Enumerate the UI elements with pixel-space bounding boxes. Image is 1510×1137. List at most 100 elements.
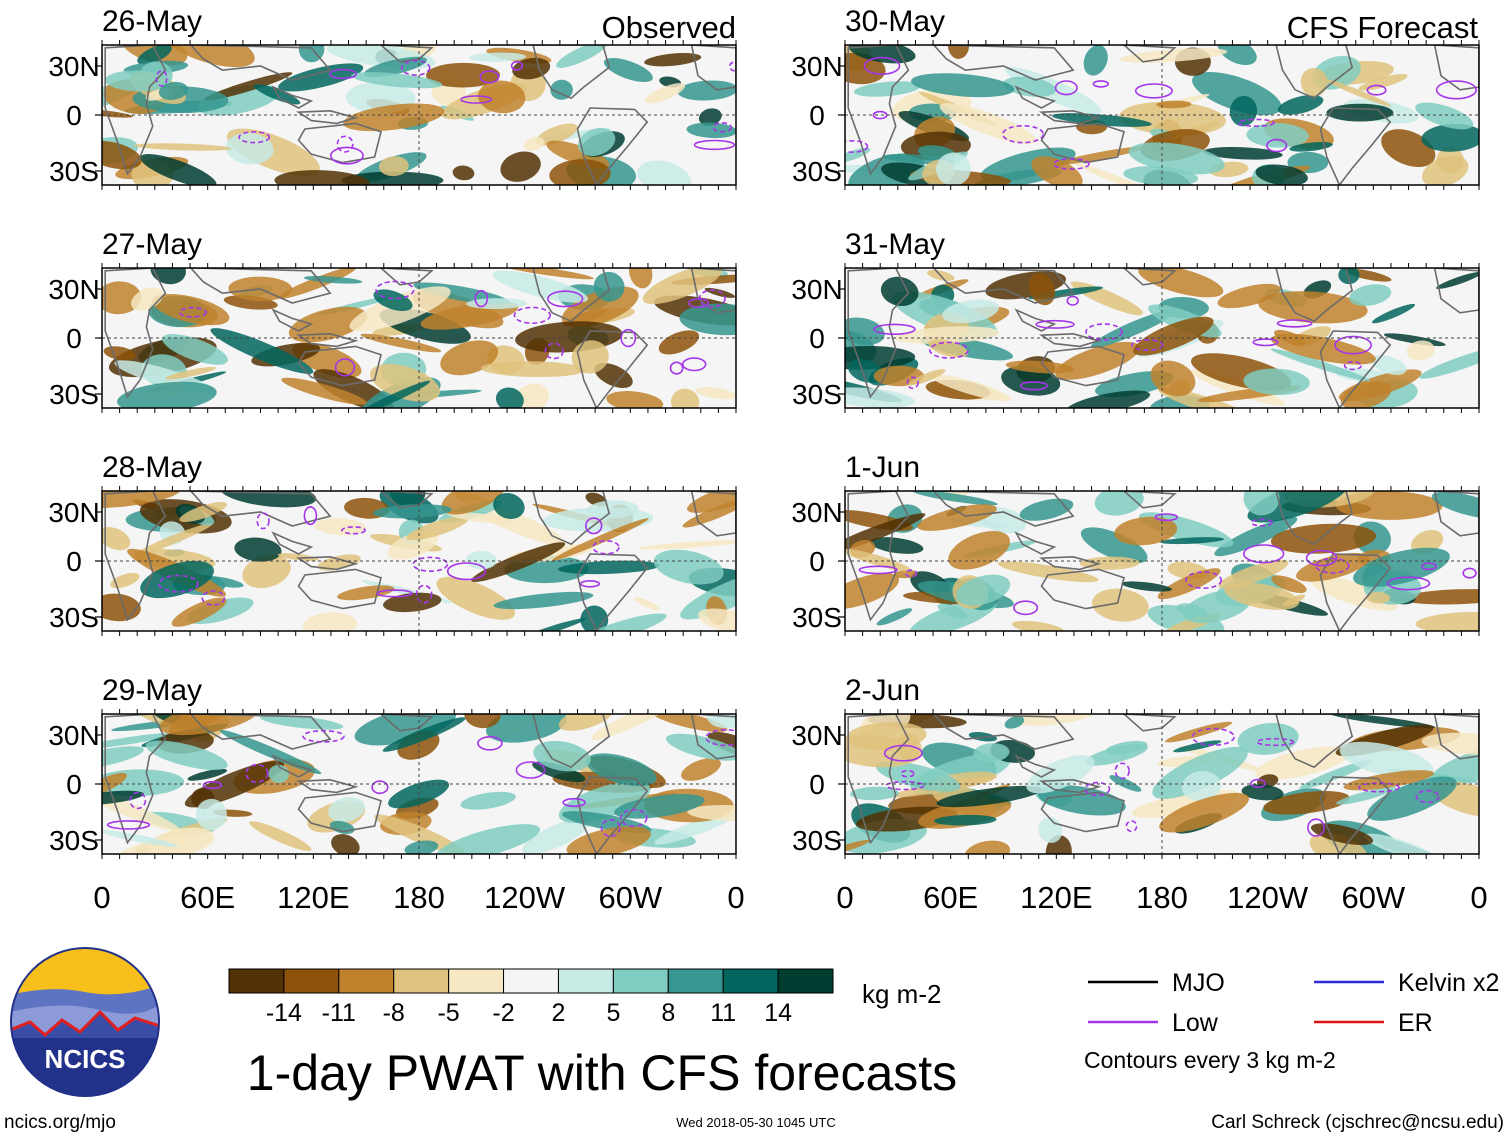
anomaly-blob — [105, 70, 171, 92]
low-contour — [477, 735, 503, 751]
anomaly-blob — [577, 127, 616, 157]
colorbar-level: -5 — [437, 999, 459, 1027]
colorbar-swatch — [338, 968, 395, 994]
anomaly-blob — [354, 714, 457, 746]
anomaly-blob — [1371, 355, 1407, 375]
logo-text: NCICS — [45, 1044, 126, 1074]
anomaly-blob — [556, 45, 608, 68]
anomaly-blob — [1138, 268, 1224, 298]
y-tick-label: 30N — [791, 274, 842, 305]
anomaly-blob — [679, 303, 736, 336]
anomaly-blob — [687, 805, 736, 821]
anomaly-blob — [102, 281, 142, 315]
low-contour — [1420, 562, 1437, 571]
low-contour — [202, 780, 223, 790]
anomaly-blob — [1065, 390, 1151, 408]
anomaly-blob — [917, 504, 997, 531]
anomaly-blob — [1079, 556, 1140, 570]
anomaly-blob — [1217, 45, 1257, 66]
colorbar-level: 5 — [606, 999, 620, 1027]
anomaly-blob — [634, 597, 661, 611]
anomaly-blob — [576, 613, 667, 631]
anomaly-blob — [1133, 316, 1214, 356]
low-contour — [1085, 323, 1123, 341]
anomaly-blob — [1277, 95, 1324, 115]
low-contour — [1035, 319, 1075, 329]
low-contour — [900, 769, 915, 778]
anomaly-blob — [1353, 547, 1450, 587]
anomaly-blob — [102, 790, 144, 806]
colorbar-swatch — [777, 968, 834, 994]
x-tick-label: 180 — [1136, 880, 1188, 915]
anomaly-blob — [102, 829, 179, 847]
anomaly-blob — [1011, 620, 1065, 631]
low-contour — [544, 342, 564, 360]
low-contour — [1386, 576, 1431, 591]
low-contour — [155, 70, 168, 87]
anomaly-blob — [493, 492, 525, 520]
anomaly-blob — [404, 840, 439, 854]
low-contour — [1154, 513, 1179, 522]
anomaly-blob — [406, 516, 469, 541]
panel-date-label: 29-May — [102, 674, 202, 707]
anomaly-blob — [102, 491, 181, 509]
coastline — [297, 345, 382, 387]
low-contour — [1052, 157, 1090, 170]
anomaly-blob — [854, 81, 921, 97]
low-contour — [400, 59, 431, 76]
anomaly-blob — [314, 518, 367, 536]
colorbar-swatch — [557, 968, 614, 994]
anomaly-blob — [706, 714, 736, 729]
x-tick-label: 120W — [1227, 880, 1309, 915]
anomaly-blob — [480, 361, 586, 378]
anomaly-blob — [495, 387, 524, 408]
coastline — [296, 778, 359, 794]
y-tick-label: 30N — [791, 51, 842, 82]
anomaly-blob — [260, 714, 344, 730]
coastline — [532, 268, 611, 323]
low-contour — [1266, 138, 1288, 153]
anomaly-blob — [1419, 346, 1479, 379]
site-link[interactable]: ncics.org/mjo — [4, 1112, 116, 1133]
anomaly-blob — [880, 276, 919, 307]
anomaly-blob — [695, 386, 736, 400]
low-contour — [1334, 335, 1373, 355]
anomaly-blob — [277, 553, 319, 561]
anomaly-blob — [1415, 102, 1474, 130]
anomaly-blob — [102, 140, 142, 170]
y-tick-label: 30S — [792, 379, 842, 410]
anomaly-blob — [140, 560, 214, 599]
anomaly-blob — [936, 785, 1042, 808]
x-tick-label: 120W — [484, 880, 566, 915]
low-contour — [376, 589, 413, 598]
coastline — [1433, 268, 1479, 314]
anomaly-blob — [1156, 100, 1192, 109]
low-contour — [334, 358, 356, 377]
panel-28-may: 30N 0 30S 28-May — [48, 451, 737, 636]
anomaly-blob — [1300, 67, 1328, 97]
anomaly-blob — [317, 554, 361, 571]
anomaly-blob — [1401, 589, 1479, 605]
anomaly-blob — [1165, 721, 1233, 743]
anomaly-blob — [356, 380, 431, 408]
anomaly-blob — [1421, 155, 1469, 185]
coastline — [189, 714, 332, 750]
anomaly-blob — [152, 293, 230, 326]
anomaly-blob — [337, 585, 395, 601]
anomaly-blob — [1243, 491, 1280, 516]
anomaly-blob — [1045, 835, 1072, 854]
low-contour — [106, 820, 151, 830]
y-tick-label: 30N — [791, 720, 842, 751]
anomaly-blob — [1431, 491, 1479, 519]
coastline — [576, 107, 649, 185]
coastline — [1433, 491, 1479, 537]
anomaly-blob — [1121, 581, 1172, 592]
low-contour — [129, 791, 147, 810]
anomaly-blob — [426, 62, 500, 88]
anomaly-blob — [1270, 348, 1370, 382]
legend-label: Low — [1172, 1009, 1219, 1037]
low-contour — [906, 376, 919, 390]
anomaly-blob — [1092, 588, 1149, 622]
observed-header: Observed — [602, 10, 736, 45]
